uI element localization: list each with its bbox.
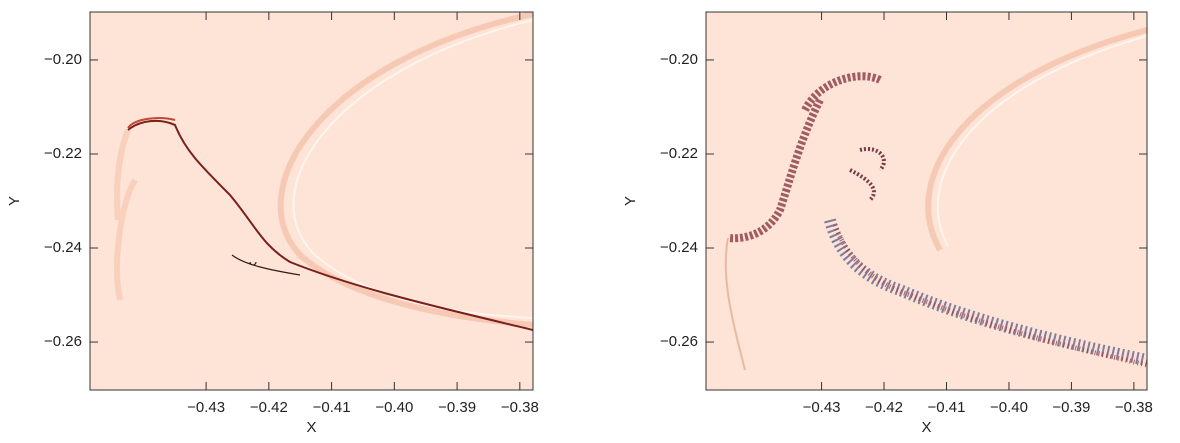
y-tick-label: −0.26 (44, 333, 82, 350)
field-image (724, 27, 1147, 371)
panel (705, 11, 1148, 391)
x-tick-label: −0.38 (501, 399, 539, 416)
y-tick-label: −0.20 (44, 51, 82, 68)
x-tick-label: −0.39 (1052, 399, 1090, 416)
x-tick-label: −0.42 (250, 399, 288, 416)
plot-frame (89, 11, 534, 391)
plot-background (90, 12, 533, 390)
x-tick-label: −0.38 (1115, 399, 1153, 416)
x-tick-label: −0.41 (928, 399, 966, 416)
y-axis-label: Y (622, 196, 639, 206)
y-tick-label: −0.22 (660, 145, 698, 162)
y-tick-label: −0.20 (660, 51, 698, 68)
x-tick-label: −0.42 (865, 399, 903, 416)
y-tick-label: −0.24 (44, 239, 82, 256)
x-axis-label: X (306, 419, 316, 436)
x-axis-label: X (921, 419, 931, 436)
x-tick-label: −0.43 (803, 399, 841, 416)
x-tick-label: −0.41 (313, 399, 351, 416)
y-tick-label: −0.24 (660, 239, 698, 256)
x-tick-label: −0.39 (438, 399, 476, 416)
x-tick-label: −0.40 (375, 399, 413, 416)
panel (89, 11, 534, 391)
x-tick-label: −0.43 (187, 399, 225, 416)
plot-frame (705, 11, 1148, 391)
x-tick-label: −0.40 (990, 399, 1028, 416)
y-tick-label: −0.26 (660, 333, 698, 350)
y-axis-label: Y (6, 196, 23, 206)
field-image (114, 12, 533, 331)
y-tick-label: −0.22 (44, 145, 82, 162)
